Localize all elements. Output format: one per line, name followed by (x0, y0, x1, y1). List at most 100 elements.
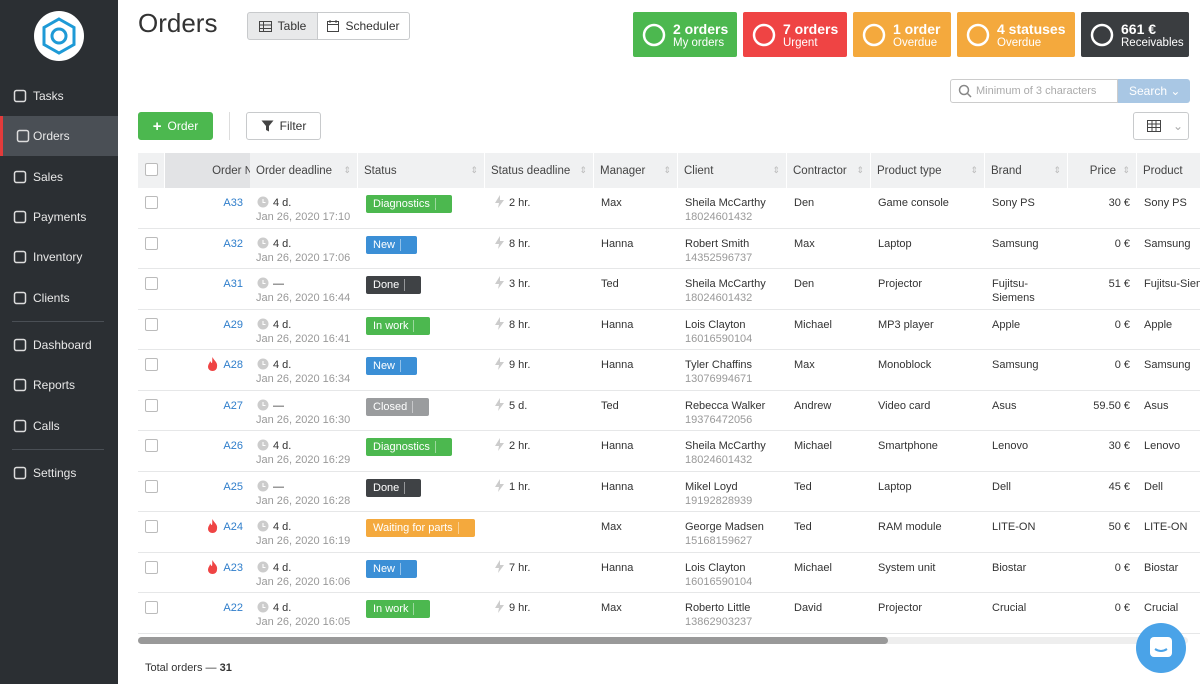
row-checkbox[interactable] (145, 601, 158, 614)
nav-item[interactable]: Sales (0, 157, 118, 197)
search-button[interactable]: Search ⌄ (1118, 79, 1190, 103)
status-tag[interactable]: Done (366, 276, 422, 294)
order-row[interactable]: A23 4 d. Jan 26, 2020 16:06 New 7 hr. Hanna Lo… (138, 553, 1200, 593)
product-type: Laptop (878, 237, 912, 250)
column-header[interactable]: Status ⇕ (358, 153, 485, 188)
summary-badge[interactable]: 1 order Overdue (853, 12, 951, 57)
nav-item[interactable]: Orders (0, 116, 118, 156)
nav-item[interactable]: Tasks (0, 76, 118, 116)
column-header[interactable]: Product (1137, 153, 1200, 188)
order-date: Jan 26, 2020 16:44 (256, 292, 351, 304)
row-checkbox[interactable] (145, 196, 158, 209)
nav-item[interactable]: Reports (0, 365, 118, 405)
order-row[interactable]: A29 4 d. Jan 26, 2020 16:41 In work 8 hr. Han… (138, 310, 1200, 350)
order-row[interactable]: A26 4 d. Jan 26, 2020 16:29 Diagnostics 2 hr… (138, 431, 1200, 472)
order-number: A23 (223, 561, 243, 574)
add-order-button[interactable]: + Order (138, 112, 213, 140)
product: Asus (1144, 399, 1169, 412)
brand: Fujitsu-Siemens (992, 278, 1035, 304)
column-header[interactable]: Status deadline ⇕ (485, 153, 594, 188)
columns-button[interactable]: ⌄ (1133, 112, 1189, 140)
order-row[interactable]: A25 — Jan 26, 2020 16:28 Done 1 hr. Hanna Mike… (138, 472, 1200, 512)
brand: Sony PS (992, 197, 1035, 209)
product-type: Game console (878, 197, 949, 209)
price: 0 € (1114, 237, 1130, 250)
summary-badge[interactable]: 2 orders My orders (633, 12, 737, 57)
search-label: Search (1129, 84, 1168, 98)
column-title: Status (364, 164, 397, 177)
view-label: Scheduler (345, 19, 400, 33)
row-checkbox[interactable] (145, 277, 158, 290)
order-number: A27 (223, 399, 243, 412)
order-row[interactable]: A31 — Jan 26, 2020 16:44 Done 3 hr. Ted Sheila… (138, 269, 1200, 310)
row-checkbox[interactable] (145, 358, 158, 371)
status-tag[interactable]: Waiting for parts (366, 519, 475, 537)
nav-item[interactable]: Inventory (0, 237, 118, 277)
status-tag[interactable]: Done (366, 478, 422, 497)
row-checkbox[interactable] (145, 236, 158, 250)
column-header[interactable]: Product type ⇕ (871, 153, 985, 188)
nav-item[interactable]: Dashboard (0, 325, 118, 365)
status-tag[interactable]: In work (366, 600, 431, 618)
client-phone: 16016590104 (685, 575, 753, 588)
row-checkbox[interactable] (145, 560, 158, 574)
column-header[interactable]: Contractor ⇕ (787, 153, 871, 188)
badge-count: 661 € (1121, 20, 1157, 37)
nav-label: Calls (33, 419, 60, 433)
column-header[interactable]: Brand ⇕ (985, 153, 1068, 188)
row-checkbox[interactable] (145, 317, 158, 331)
row-checkbox[interactable] (145, 439, 158, 452)
nav-label: Orders (33, 129, 70, 143)
filter-button[interactable]: Filter (246, 112, 321, 140)
summary-badge[interactable]: 4 statuses Overdue (957, 12, 1075, 57)
status-tag[interactable]: New (366, 559, 418, 578)
status-tag[interactable]: Diagnostics (366, 438, 452, 456)
nav-item[interactable]: Clients (0, 278, 118, 318)
nav-item[interactable]: Settings (0, 453, 118, 493)
client-phone: 15168159627 (685, 535, 753, 547)
row-checkbox[interactable] (145, 520, 158, 533)
product: LITE-ON (1144, 521, 1188, 533)
row-checkbox[interactable] (145, 398, 158, 412)
summary-badge[interactable]: 7 orders Urgent (743, 12, 847, 57)
status-tag[interactable]: Closed (366, 397, 430, 416)
column-title: Order deadline (256, 164, 333, 177)
order-deadline: 4 d. (273, 602, 292, 614)
status-tag[interactable]: Diagnostics (366, 195, 452, 213)
product: Biostar (1144, 561, 1179, 574)
column-header[interactable]: Client ⇕ (678, 153, 787, 188)
contractor: Andrew (794, 399, 832, 412)
client-phone: 18024601432 (685, 211, 753, 223)
badge-count: 2 orders (673, 20, 729, 37)
order-deadline: — (273, 399, 284, 412)
order-row[interactable]: A22 4 d. Jan 26, 2020 16:05 In work 9 hr. Max… (138, 593, 1200, 634)
order-row[interactable]: A24 4 d. Jan 26, 2020 16:19 Waiting for par… (138, 512, 1200, 553)
select-all[interactable] (145, 163, 158, 176)
order-row[interactable]: A33 4 d. Jan 26, 2020 17:10 Diagnostics 2 hr… (138, 188, 1200, 229)
nav-item[interactable]: Calls (0, 406, 118, 446)
column-header[interactable]: Order deadline ⇕ (250, 153, 358, 188)
nav-item[interactable]: Payments (0, 197, 118, 237)
view-table[interactable]: Table (247, 12, 318, 40)
column-title: Product (1143, 164, 1183, 177)
contractor: Ted (794, 480, 812, 493)
column-title: Client (684, 164, 714, 177)
badge-count: 1 order (893, 20, 941, 37)
search-input[interactable]: Minimum of 3 characters (950, 79, 1118, 103)
order-row[interactable]: A32 4 d. Jan 26, 2020 17:06 New 8 hr. Hanna Ro… (138, 229, 1200, 269)
status-tag[interactable]: In work (366, 316, 431, 335)
scrollbar[interactable] (138, 637, 1188, 644)
view-scheduler[interactable]: Scheduler (317, 12, 410, 40)
order-row[interactable]: A27 — Jan 26, 2020 16:30 Closed 5 d. Ted Rebec… (138, 391, 1200, 431)
summary-badge[interactable]: 661 € Receivables (1081, 12, 1189, 57)
status-tag[interactable]: New (366, 235, 418, 254)
order-row[interactable]: A28 4 d. Jan 26, 2020 16:34 New 9 hr. Hanna Ty… (138, 350, 1200, 391)
chat-button[interactable] (1135, 622, 1187, 674)
logo[interactable] (34, 11, 84, 61)
column-header[interactable]: Price ⇕ (1068, 153, 1137, 188)
row-checkbox[interactable] (145, 479, 158, 493)
contractor: Max (794, 359, 815, 371)
status-tag[interactable]: New (366, 357, 418, 375)
manager: Ted (601, 399, 619, 412)
column-header[interactable]: Manager ⇕ (594, 153, 678, 188)
